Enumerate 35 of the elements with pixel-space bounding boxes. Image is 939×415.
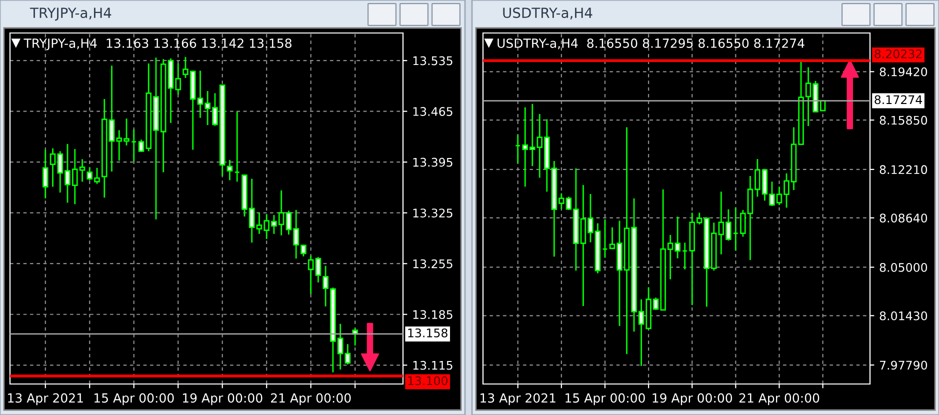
chart-title: TRYJPY-a,H4 bbox=[30, 8, 112, 21]
y-tick-label: 13.185 bbox=[413, 310, 452, 320]
y-tick-label: 8.15850 bbox=[880, 116, 928, 125]
y-tick-label: 13.255 bbox=[413, 259, 452, 268]
y-tick-label: 8.05000 bbox=[880, 262, 928, 272]
y-tick-label: 8.08640 bbox=[880, 214, 928, 223]
x-tick-label: 15 Apr 00:00 bbox=[566, 393, 645, 406]
chart-title: USDTRY-a,H4 bbox=[503, 8, 592, 20]
ref-line-label: 13.100 bbox=[408, 376, 448, 386]
y-tick-label: 7.97790 bbox=[880, 360, 928, 370]
y-tick-label: 8.01430 bbox=[880, 311, 928, 320]
y-tick-label: 8.19420 bbox=[880, 67, 928, 76]
y-tick-label: 8.12210 bbox=[880, 165, 928, 174]
ref-line-label: 13.158 bbox=[408, 328, 448, 338]
ref-line-label: 8.17274 bbox=[874, 95, 922, 104]
candlestick bbox=[226, 159, 233, 181]
y-tick-label: 13.535 bbox=[413, 56, 452, 66]
candlestick bbox=[308, 254, 314, 295]
y-tick-label: 13.465 bbox=[413, 107, 452, 116]
x-tick-label: 19 Apr 00:00 bbox=[652, 393, 732, 406]
candlestick bbox=[42, 149, 48, 200]
x-tick-label: 19 Apr 00:00 bbox=[182, 393, 262, 406]
x-tick-label: 13 Apr 2021 bbox=[8, 393, 83, 406]
x-tick-label: 15 Apr 00:00 bbox=[94, 393, 174, 406]
x-tick-label: 21 Apr 00:00 bbox=[271, 393, 351, 406]
x-tick-label: 21 Apr 00:00 bbox=[739, 393, 820, 406]
candlestick bbox=[315, 256, 322, 284]
y-tick-label: 13.115 bbox=[413, 360, 452, 370]
chart-subtitle: TRYJPY-a,H4 13.163 13.166 13.142 13.158 bbox=[24, 38, 292, 50]
x-tick-label: 13 Apr 2021 bbox=[480, 393, 556, 406]
chart-subtitle: USDTRY-a,H4 8.16550 8.17295 8.16550 8.17274 bbox=[498, 38, 804, 50]
y-tick-label: 13.395 bbox=[413, 158, 452, 167]
y-tick-label: 13.325 bbox=[413, 208, 452, 218]
candlestick bbox=[344, 343, 351, 366]
ref-line-label: 8.20232 bbox=[874, 49, 922, 58]
